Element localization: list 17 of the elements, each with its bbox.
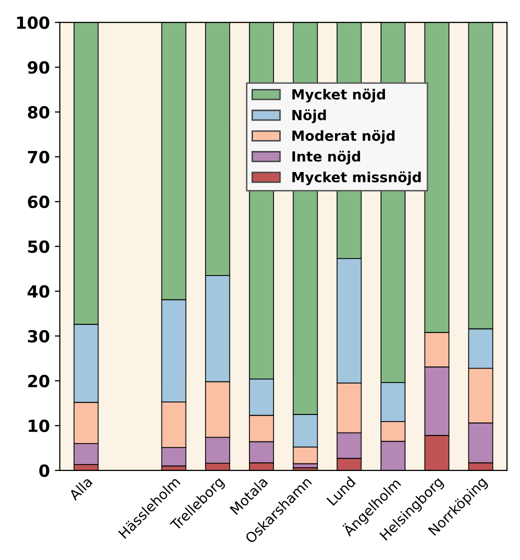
legend-label: Mycket missnöjd: [292, 171, 421, 186]
y-tick-label: 50: [28, 240, 50, 253]
y-tick-label: 0: [39, 464, 50, 477]
y-tick-label: 70: [28, 150, 50, 164]
y-tick-label: 90: [28, 61, 50, 74]
y-tick-label: 100: [17, 16, 50, 29]
legend-label: Nöjd: [292, 109, 326, 124]
y-tick-label: 30: [28, 330, 50, 343]
legend-label: Mycket nöjd: [292, 88, 385, 102]
y-tick-label: 80: [28, 106, 50, 119]
y-tick-label: 10: [28, 420, 50, 432]
legend-label: Moderat nöjd: [292, 130, 395, 144]
y-tick-label: 40: [28, 285, 50, 298]
y-tick-label: 20: [28, 374, 50, 388]
y-tick-label: 60: [28, 196, 50, 208]
legend-label: Inte nöjd: [292, 150, 360, 164]
x-tick-label: Alla: [68, 476, 93, 501]
